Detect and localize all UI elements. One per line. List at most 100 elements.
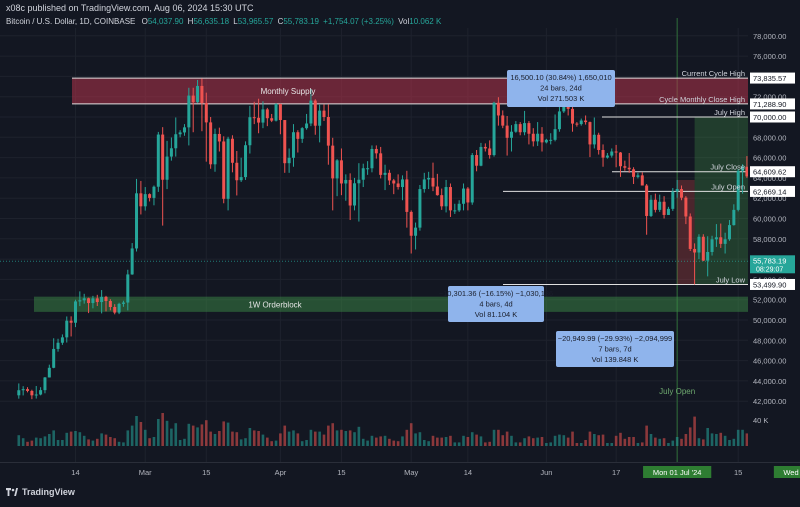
candle-body: [187, 96, 190, 128]
tradingview-brand[interactable]: TradingView: [6, 487, 75, 497]
volume-bar: [724, 436, 727, 446]
candle-body: [78, 300, 81, 301]
candle-body: [205, 103, 208, 122]
candle-body: [166, 157, 169, 180]
symbol-name[interactable]: Bitcoin / U.S. Dollar, 1D, COINBASE: [6, 17, 135, 26]
zone-rect: [72, 78, 748, 104]
volume-bar: [645, 426, 648, 446]
measure-box-line: −20,949.99 (−29.93%) −2,094,999: [558, 334, 672, 343]
volume-bar: [161, 413, 164, 446]
volume-bar: [331, 423, 334, 446]
measure-box-line: −10,301.36 (−16.15%) −1,030,136: [439, 289, 553, 298]
candle-body: [449, 187, 452, 210]
volume-bar: [327, 426, 330, 446]
volume-bar: [741, 430, 744, 446]
candle-body: [266, 109, 269, 118]
candle: [157, 132, 160, 192]
candle-body: [370, 149, 373, 168]
volume-bar: [283, 426, 286, 446]
volume-bar: [179, 440, 182, 446]
volume-bar: [593, 434, 596, 446]
volume-bar: [397, 441, 400, 446]
candle-body: [650, 200, 653, 216]
candle-body: [309, 101, 312, 124]
candle-body: [506, 126, 509, 138]
volume-bar: [602, 435, 605, 446]
volume-bar: [257, 431, 260, 446]
candle-body: [523, 123, 526, 132]
volume-bar: [737, 430, 740, 446]
volume-bar: [580, 443, 583, 446]
candle-body: [148, 194, 151, 198]
candle-body: [702, 237, 705, 261]
volume-bar: [650, 434, 653, 446]
volume-axis-label: 40 K: [753, 416, 768, 425]
volume-bar: [567, 438, 570, 446]
candle-body: [362, 168, 365, 179]
volume-bar: [471, 432, 474, 446]
volume-bar: [597, 435, 600, 446]
candle-body: [57, 343, 60, 349]
candle-body: [179, 132, 182, 134]
candle-body: [597, 135, 600, 150]
candle-body: [39, 390, 42, 394]
volume-bar: [222, 421, 225, 446]
measure-box-line: 7 bars, 7d: [598, 345, 631, 354]
zone-rect: [34, 297, 748, 312]
candle: [702, 234, 705, 261]
candle-body: [122, 303, 125, 304]
candle-body: [615, 152, 618, 153]
price-tick-label: 60,000.00: [753, 215, 786, 224]
volume-bar: [379, 436, 382, 446]
candle-body: [244, 145, 247, 177]
price-label-tag: 64,609.62: [750, 166, 795, 177]
volume-bar: [628, 437, 631, 446]
candle-body: [257, 118, 260, 123]
candle-body: [222, 141, 225, 198]
candle-body: [427, 178, 430, 180]
candle-body: [466, 189, 469, 203]
volume-bar: [218, 431, 221, 446]
candle-body: [357, 180, 360, 184]
brand-name: TradingView: [22, 487, 75, 497]
volume-bar: [406, 430, 409, 446]
level-label: July Open: [711, 182, 745, 191]
volume-bar: [292, 430, 295, 446]
candle-body: [74, 301, 77, 322]
price-label-tag: 71,288.90: [750, 98, 795, 109]
volume-bar: [301, 441, 304, 446]
candle-body: [384, 173, 387, 175]
candle-body: [218, 134, 221, 142]
candle-body: [418, 189, 421, 228]
candle-body: [676, 189, 679, 191]
volume-bar: [571, 432, 574, 446]
candle-body: [732, 210, 735, 225]
volume-bar: [432, 436, 435, 446]
volume-bar: [484, 442, 487, 446]
volume-bar: [174, 423, 177, 446]
candle-body: [366, 168, 369, 169]
candle-body: [432, 178, 435, 187]
current-price-tag-value: 55,783.19: [753, 256, 786, 265]
level-label: Cycle Monthly Close High: [659, 95, 745, 104]
price-label-tag-text: 53,499.90: [753, 280, 786, 289]
candle-body: [105, 297, 108, 301]
volume-bar: [462, 436, 465, 446]
candle-body: [214, 134, 217, 164]
level-label: Current Cycle High: [682, 69, 745, 78]
volume-bar: [127, 430, 130, 446]
volume-bar: [310, 430, 313, 446]
candle-body: [527, 123, 530, 134]
time-tick-label: Apr: [275, 468, 287, 477]
volume-bar: [619, 433, 622, 446]
volume-bar: [632, 437, 635, 446]
volume-bar: [79, 432, 82, 446]
candle-body: [96, 298, 99, 302]
candle-body: [475, 155, 478, 166]
volume-bar: [314, 432, 317, 446]
price-axis[interactable]: 78,000.0076,000.0074,000.0072,000.0070,0…: [748, 16, 800, 462]
volume-bar: [493, 430, 496, 446]
candle-body: [484, 147, 487, 149]
volume-bar: [262, 435, 265, 446]
